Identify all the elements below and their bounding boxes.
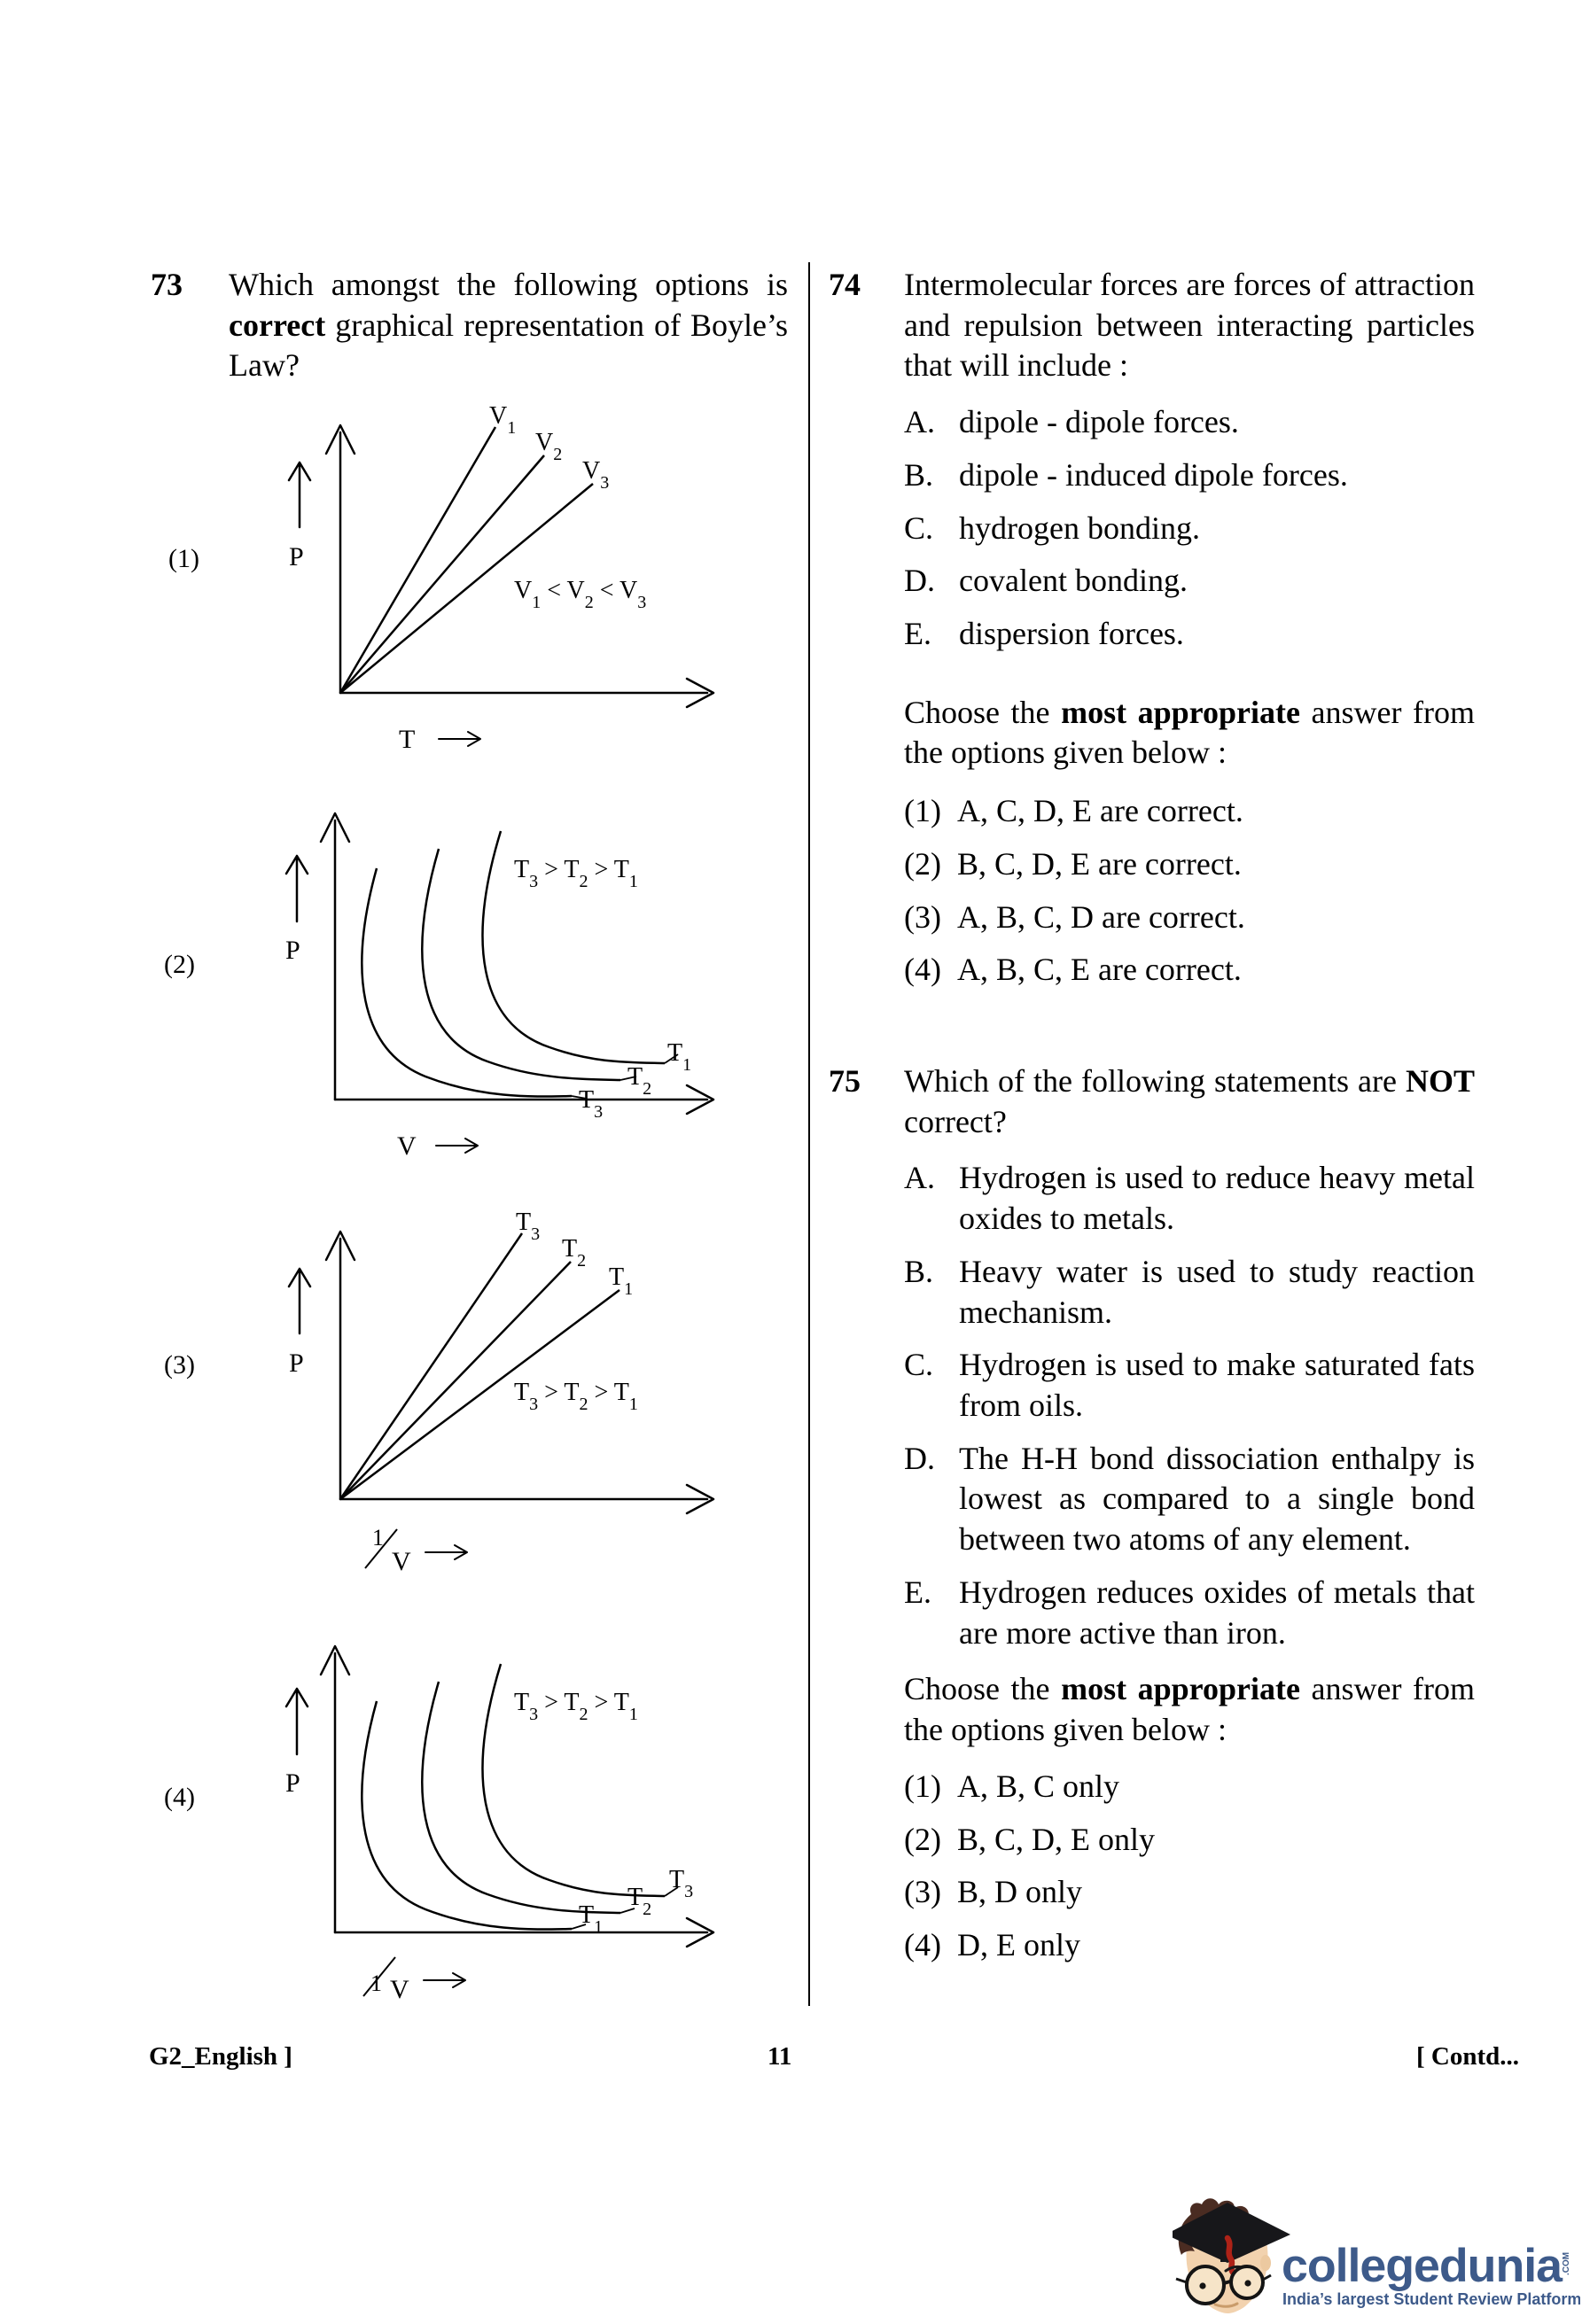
- svg-text:V: V: [390, 1975, 409, 2002]
- svg-text:T3 > T2 > T1: T3 > T2 > T1: [514, 1379, 638, 1414]
- svg-text:(4): (4): [164, 1783, 195, 1812]
- svg-text:collegedunia: collegedunia: [1282, 2240, 1563, 2292]
- svg-text:India’s largest Student Review: India’s largest Student Review Platform: [1282, 2290, 1580, 2308]
- svg-text:V1 < V2 < V3: V1 < V2 < V3: [514, 577, 646, 612]
- svg-text:T1: T1: [667, 1039, 691, 1075]
- svg-text:(1): (1): [168, 544, 199, 573]
- svg-text:T3 > T2 > T1: T3 > T2 > T1: [514, 1689, 638, 1724]
- svg-text:T3 > T2 > T1: T3 > T2 > T1: [514, 856, 638, 891]
- svg-text:T3: T3: [579, 1086, 603, 1122]
- svg-text:T2: T2: [562, 1235, 586, 1271]
- svg-text:T2: T2: [627, 1063, 651, 1099]
- svg-text:V: V: [397, 1131, 417, 1161]
- svg-text:V3: V3: [582, 457, 609, 493]
- svg-text:.COM: .COM: [1562, 2252, 1571, 2275]
- svg-text:P: P: [289, 1349, 304, 1378]
- svg-text:(3): (3): [164, 1350, 195, 1380]
- svg-text:T2: T2: [627, 1884, 651, 1919]
- svg-text:P: P: [285, 936, 300, 965]
- svg-text:T1: T1: [609, 1263, 633, 1299]
- svg-text:P: P: [285, 1768, 300, 1798]
- svg-text:P: P: [289, 542, 304, 571]
- svg-text:V2: V2: [535, 429, 562, 464]
- svg-text:T: T: [399, 725, 415, 754]
- svg-text:V: V: [392, 1547, 411, 1576]
- svg-text:T3: T3: [669, 1866, 693, 1901]
- svg-text:(2): (2): [164, 950, 195, 979]
